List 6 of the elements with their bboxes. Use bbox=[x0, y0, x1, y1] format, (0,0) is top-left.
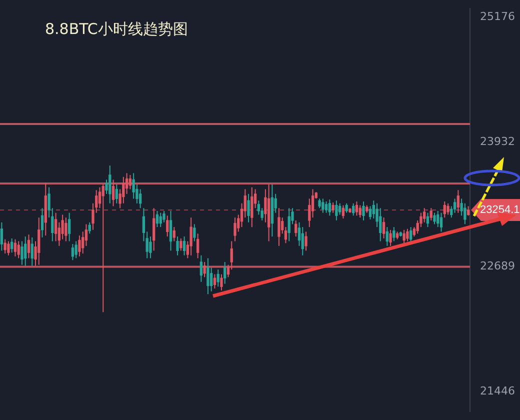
text: 8.8BTC小时线趋势图 bbox=[45, 20, 188, 38]
ref-line-label: 23254.1 bbox=[480, 204, 520, 216]
y-tick-label: 23932 bbox=[480, 134, 515, 148]
y-tick-label: 25176 bbox=[480, 10, 515, 23]
y-tick-label: 21446 bbox=[480, 384, 515, 398]
y-tick-label: 22689 bbox=[480, 260, 515, 273]
